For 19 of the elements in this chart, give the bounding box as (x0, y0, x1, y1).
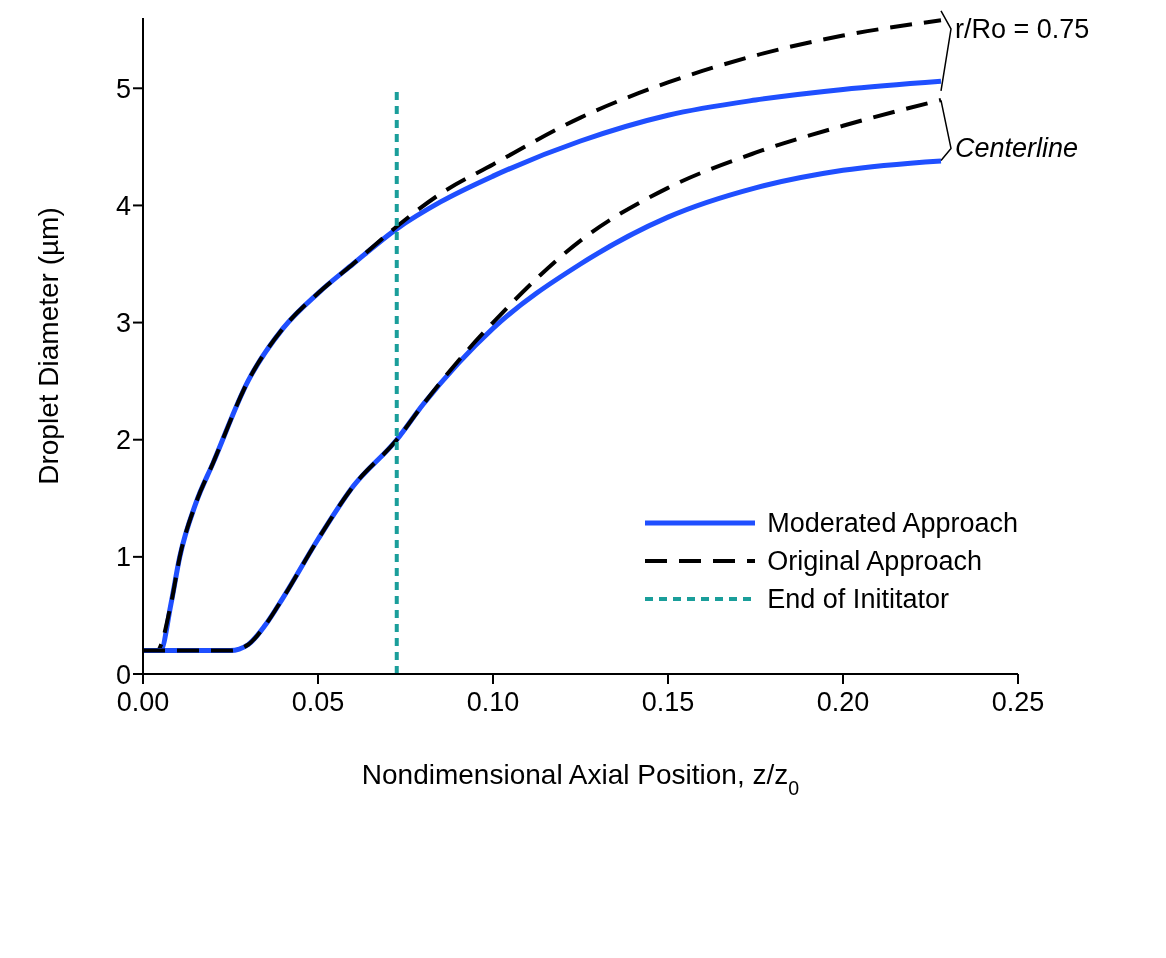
y-tick-label: 4 (115, 191, 131, 222)
x-tick-label: 0.00 (116, 687, 170, 718)
annotation: r/Ro = 0.75 (955, 13, 1090, 44)
legend-label: End of Inititator (767, 583, 949, 615)
y-tick-label: 1 (115, 542, 131, 573)
x-tick-label: 0.05 (291, 687, 345, 718)
x-tick-label: 0.15 (641, 687, 695, 718)
x-axis-title: Nondimensional Axial Position, z/z$_{0}$ (361, 759, 800, 799)
y-tick-label: 3 (115, 308, 131, 339)
annotation: Centerline (955, 133, 1079, 164)
x-tick-label: 0.10 (466, 687, 520, 718)
legend-label: Moderated Approach (767, 507, 1018, 539)
legend-label: Original Approach (767, 545, 982, 577)
x-tick-label: 0.25 (991, 687, 1045, 718)
x-tick-label: 0.20 (816, 687, 870, 718)
y-tick-label: 2 (115, 425, 131, 456)
y-tick-label: 5 (115, 73, 131, 104)
y-axis-title: Droplet Diameter (µm) (32, 207, 64, 485)
y-tick-label: 0 (115, 659, 131, 690)
